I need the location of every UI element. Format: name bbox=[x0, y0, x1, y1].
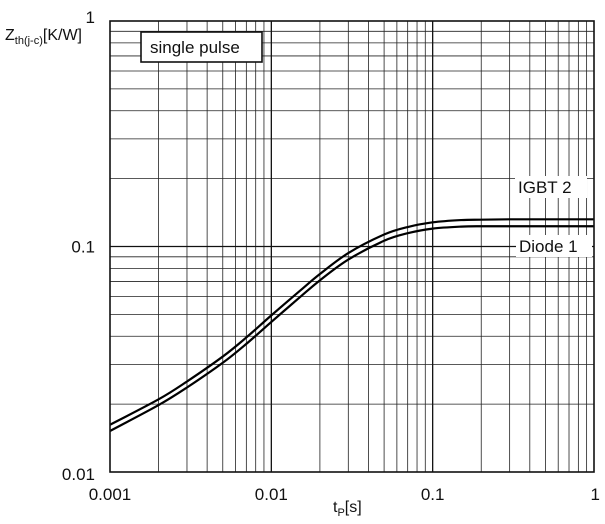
series-label-igbt-2: IGBT 2 bbox=[518, 178, 572, 197]
plot-frame bbox=[109, 20, 595, 473]
series-labels: IGBT 2 Diode 1 bbox=[515, 176, 592, 257]
annotation-single-pulse: single pulse bbox=[150, 38, 240, 57]
y-tick-label: 1 bbox=[86, 8, 95, 27]
series-label-bg-diode-1 bbox=[516, 235, 592, 257]
y-tick-labels: 0.01 0.1 1 bbox=[62, 8, 95, 484]
y-axis-label: Zth(j-c)[K/W] bbox=[5, 27, 82, 47]
y-tick-label: 0.1 bbox=[71, 238, 95, 257]
y-axis-label-sub: th(j-c) bbox=[15, 35, 43, 47]
x-tick-label: 0.001 bbox=[89, 485, 132, 504]
x-tick-labels: 0.001 0.01 0.1 1 bbox=[89, 485, 600, 504]
x-axis-label-unit: [s] bbox=[345, 499, 362, 516]
x-axis-label: tP[s] bbox=[333, 499, 362, 519]
y-axis-label-unit: [K/W] bbox=[43, 27, 82, 44]
annotation-box: single pulse bbox=[140, 31, 263, 63]
y-axis-label-main: Z bbox=[5, 27, 15, 44]
series-layer bbox=[109, 218, 594, 432]
x-tick-label: 1 bbox=[591, 485, 600, 504]
series-label-bg-igbt-2 bbox=[515, 176, 587, 198]
x-tick-label: 0.1 bbox=[421, 485, 445, 504]
series-label-diode-1: Diode 1 bbox=[519, 237, 578, 256]
y-tick-label: 0.01 bbox=[62, 465, 95, 484]
series-line-igbt-2 bbox=[109, 218, 594, 426]
x-axis-label-sub: P bbox=[337, 507, 344, 519]
annotation-frame bbox=[140, 31, 263, 63]
major-grid bbox=[110, 21, 594, 472]
x-axis-label-main: t bbox=[333, 499, 338, 516]
x-tick-label: 0.01 bbox=[255, 485, 288, 504]
series-line-diode-1 bbox=[109, 225, 594, 432]
